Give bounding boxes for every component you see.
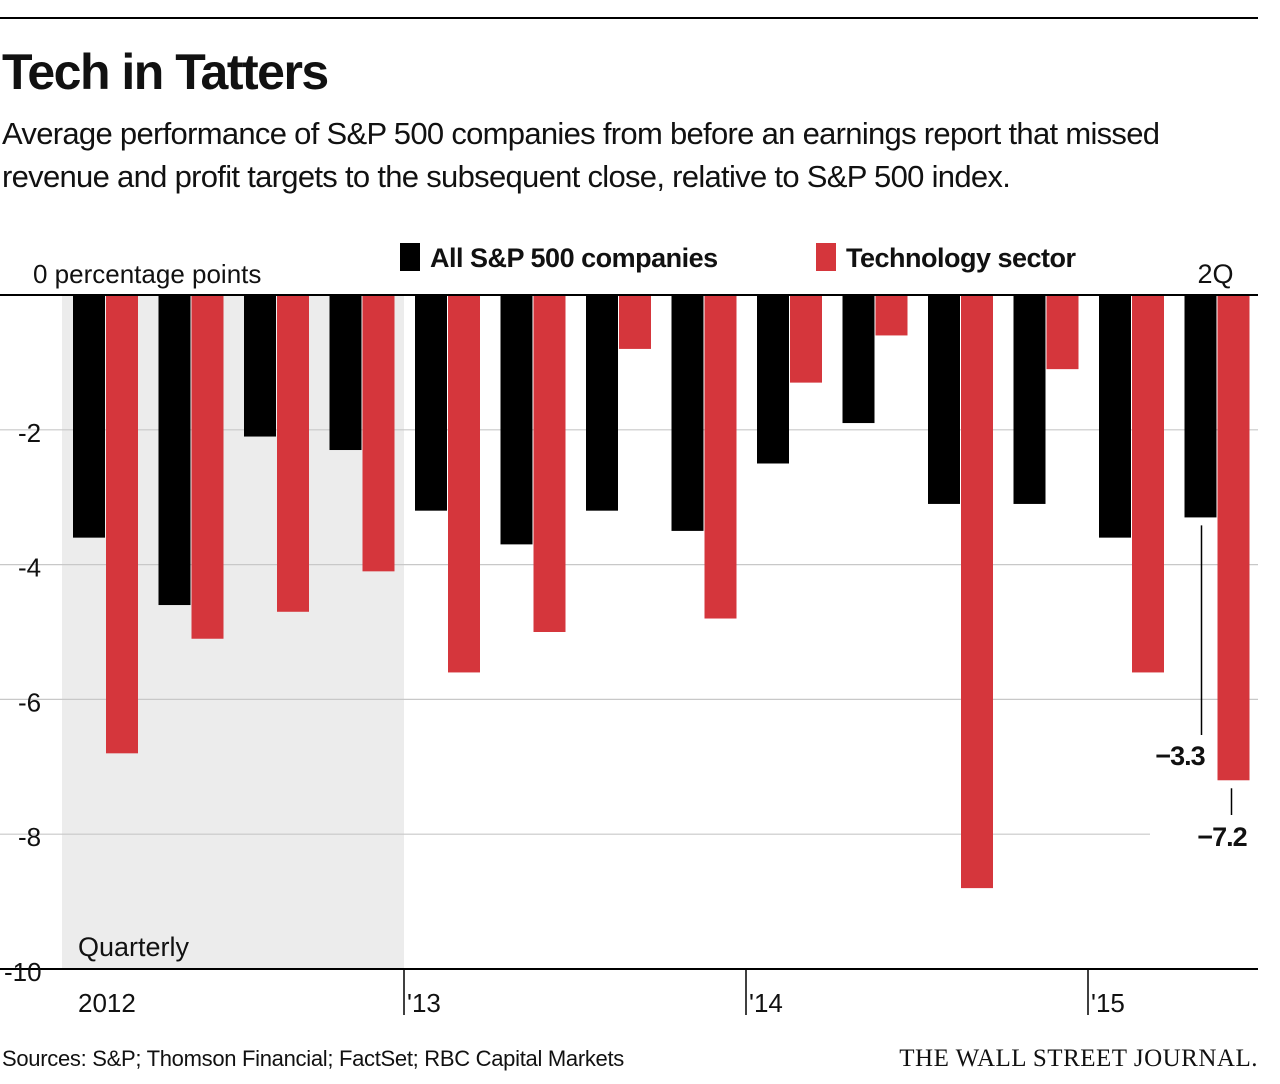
bar-s0-8 [757, 295, 789, 464]
chart-title: Tech in Tatters [2, 44, 329, 100]
bar-s0-1 [158, 295, 191, 606]
labels: 0 percentage points -2 -4 -6 -8 -10 2012 '13 '14… [4, 259, 1248, 1018]
bar-s1-9 [875, 295, 908, 336]
bar-s0-12 [1099, 295, 1131, 538]
bar-s1-1 [191, 295, 224, 639]
y-tick-label-5: -10 [4, 957, 42, 987]
axes [0, 294, 1258, 1015]
bar-s1-2 [277, 295, 309, 612]
bar-s0-4 [415, 295, 447, 511]
y-tick-label-1: -2 [18, 418, 41, 448]
bar-chart: All S&P 500 companies Technology sector … [0, 243, 1258, 1018]
x-year-label-3: '15 [1091, 988, 1125, 1018]
bar-s0-10 [928, 295, 960, 504]
y-tick-label-3: -6 [18, 687, 41, 717]
annotation-label-1: −7.2 [1197, 822, 1246, 852]
bar-s1-10 [961, 295, 993, 889]
bar-s0-11 [1013, 295, 1046, 504]
x-year-label-1: '13 [407, 988, 441, 1018]
bar-s0-5 [500, 295, 533, 545]
x-year-label-0: 2012 [78, 988, 136, 1018]
bar-s0-0 [73, 295, 105, 538]
top-rule [0, 17, 1258, 19]
x-year-label-2: '14 [749, 988, 783, 1018]
bar-s1-0 [106, 295, 138, 754]
last-quarter-label: 2Q [1197, 259, 1233, 289]
bar-s1-13 [1217, 295, 1250, 781]
bar-s0-6 [586, 295, 618, 511]
legend-label-all-sp500: All S&P 500 companies [430, 243, 718, 273]
bars [73, 295, 1250, 889]
bar-s1-11 [1046, 295, 1079, 370]
legend-swatch-all-sp500 [400, 243, 420, 271]
bar-s1-4 [448, 295, 480, 673]
bar-s0-7 [671, 295, 704, 531]
bar-s0-2 [244, 295, 276, 437]
legend-label-technology: Technology sector [846, 243, 1077, 273]
y-tick-label-0: 0 percentage points [33, 259, 261, 289]
bar-s1-5 [533, 295, 566, 632]
bar-s0-9 [842, 295, 875, 424]
bar-s0-13 [1184, 295, 1217, 518]
bar-s1-6 [619, 295, 651, 349]
bar-s1-12 [1132, 295, 1164, 673]
annotation-label-0: −3.3 [1155, 741, 1205, 771]
bar-s1-8 [790, 295, 822, 383]
bar-s1-3 [362, 295, 395, 572]
source-note: Sources: S&P; Thomson Financial; FactSet… [2, 1046, 624, 1071]
frequency-label: Quarterly [78, 932, 190, 962]
bar-s1-7 [704, 295, 737, 619]
y-tick-label-2: -4 [18, 553, 41, 583]
publisher-logo: THE WALL STREET JOURNAL. [899, 1045, 1258, 1072]
legend-swatch-technology [816, 243, 836, 271]
legend: All S&P 500 companies Technology sector [400, 243, 1077, 273]
bar-s0-3 [329, 295, 362, 451]
chart-subtitle: Average performance of S&P 500 companies… [2, 116, 1160, 194]
y-tick-label-4: -8 [18, 822, 41, 852]
